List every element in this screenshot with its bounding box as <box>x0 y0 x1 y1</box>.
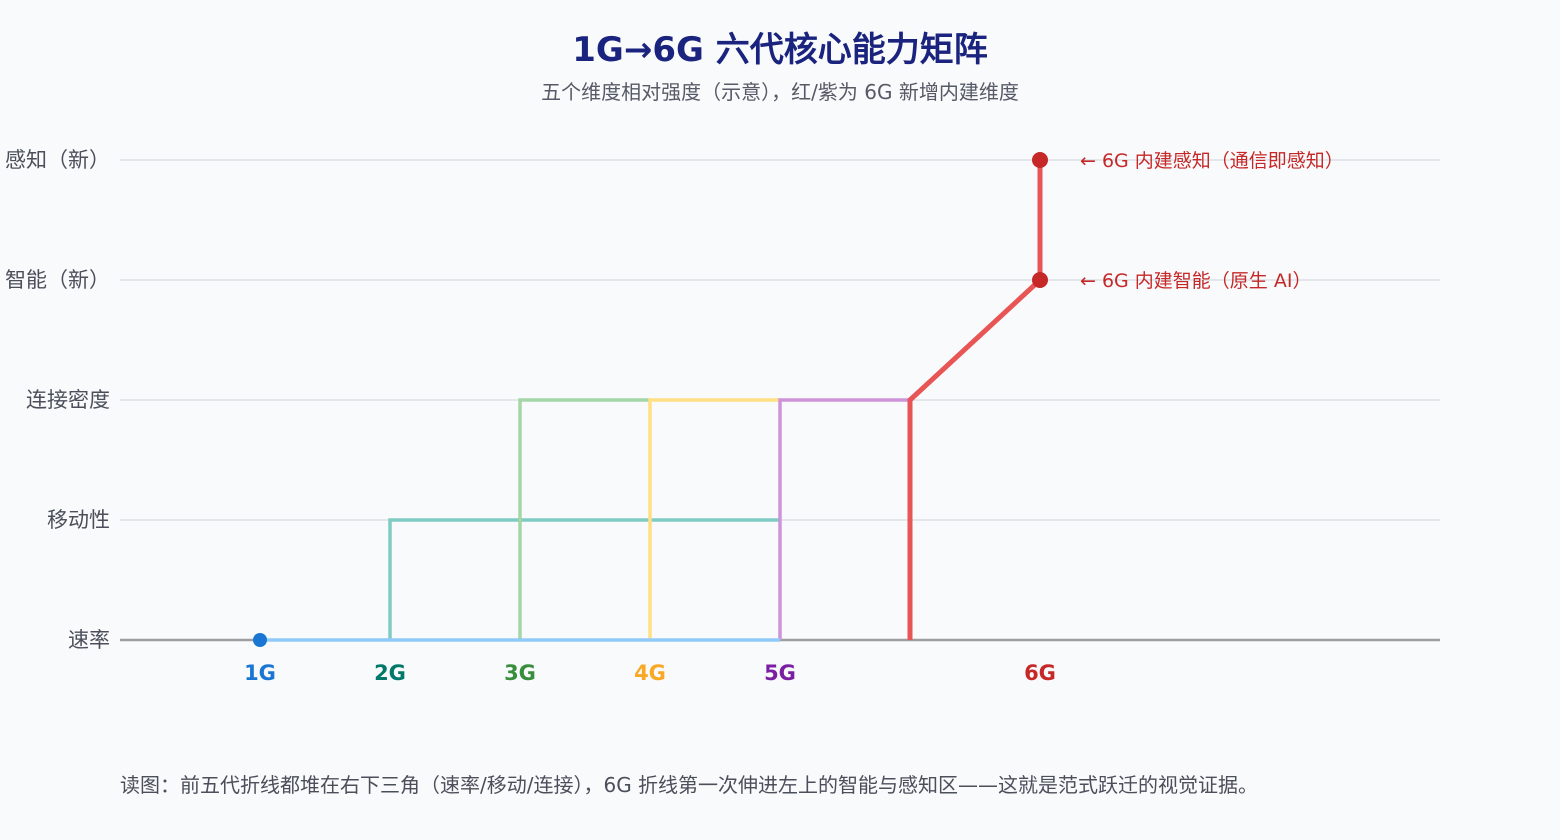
marker-1g <box>253 633 267 647</box>
gen-label-1g: 1G <box>244 661 276 685</box>
gen-label-2g: 2G <box>374 661 406 685</box>
series-line-3g <box>518 398 650 640</box>
axis-labels: 速率 移动性 连接密度 智能（新） 感知（新） 1G 2G 3G 4G 5G 6G <box>5 148 1056 685</box>
series-markers <box>253 152 1048 647</box>
chart-title: 1G→6G 六代核心能力矩阵 <box>572 30 988 70</box>
gen-label-6g: 6G <box>1024 661 1056 685</box>
marker-6g-0 <box>1032 272 1048 288</box>
annotations: ← 6G 内建感知（通信即感知） ← 6G 内建智能（原生 AI） <box>1080 150 1344 292</box>
series-line-4g <box>648 398 780 640</box>
gen-label-3g: 3G <box>504 661 536 685</box>
dimension-label: 感知（新） <box>5 148 110 172</box>
annotation-0: ← 6G 内建感知（通信即感知） <box>1080 150 1344 172</box>
series-line-5g <box>778 398 910 640</box>
gen-label-4g: 4G <box>634 661 666 685</box>
footnote: 读图：前五代折线都堆在右下三角（速率/移动/连接），6G 折线第一次伸进左上的智… <box>120 773 1259 797</box>
series-line-2g <box>388 518 780 640</box>
gen-label-5g: 5G <box>764 661 796 685</box>
marker-6g-1 <box>1032 152 1048 168</box>
chart-subtitle: 五个维度相对强度（示意），红/紫为 6G 新增内建维度 <box>541 80 1019 104</box>
series-lines <box>260 160 1043 642</box>
dimension-label: 速率 <box>68 628 110 652</box>
series-line-6g <box>907 160 1043 640</box>
annotation-1: ← 6G 内建智能（原生 AI） <box>1080 270 1311 292</box>
dimension-label: 移动性 <box>47 508 110 532</box>
dimension-label: 智能（新） <box>5 268 110 292</box>
dimension-label: 连接密度 <box>26 388 110 412</box>
